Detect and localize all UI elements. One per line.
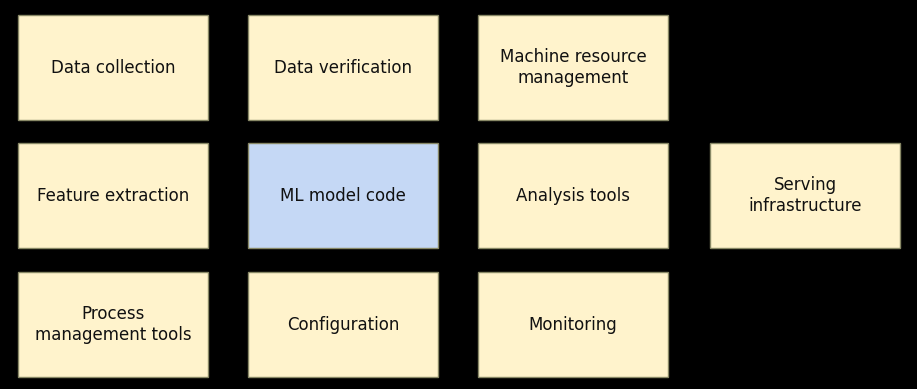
FancyBboxPatch shape — [248, 15, 438, 120]
FancyBboxPatch shape — [18, 143, 208, 248]
Text: Serving
infrastructure: Serving infrastructure — [748, 176, 862, 215]
Text: Monitoring: Monitoring — [528, 315, 617, 333]
Text: Data collection: Data collection — [50, 58, 175, 77]
FancyBboxPatch shape — [478, 272, 668, 377]
FancyBboxPatch shape — [248, 272, 438, 377]
Text: Data verification: Data verification — [274, 58, 412, 77]
Text: Configuration: Configuration — [287, 315, 399, 333]
FancyBboxPatch shape — [248, 143, 438, 248]
Text: ML model code: ML model code — [280, 186, 406, 205]
FancyBboxPatch shape — [478, 143, 668, 248]
Text: Feature extraction: Feature extraction — [37, 186, 189, 205]
Text: Process
management tools: Process management tools — [35, 305, 192, 344]
FancyBboxPatch shape — [18, 15, 208, 120]
FancyBboxPatch shape — [478, 15, 668, 120]
Text: Analysis tools: Analysis tools — [516, 186, 630, 205]
Text: Machine resource
management: Machine resource management — [500, 48, 646, 87]
FancyBboxPatch shape — [710, 143, 900, 248]
FancyBboxPatch shape — [18, 272, 208, 377]
